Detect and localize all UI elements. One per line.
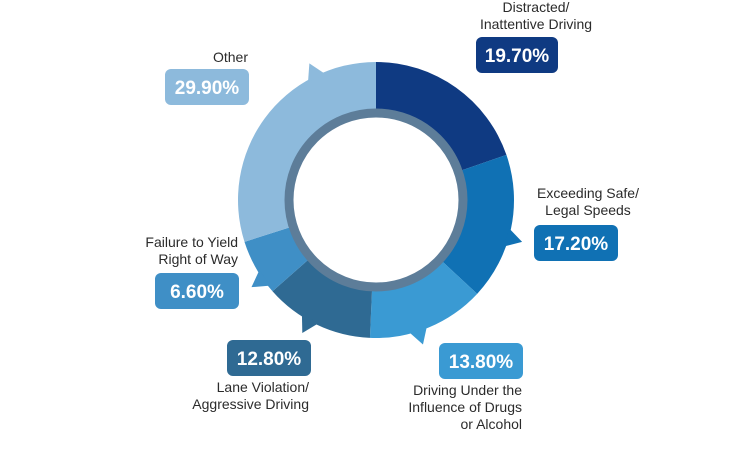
donut-slice-3 xyxy=(272,256,373,338)
slice-pointer-1 xyxy=(503,228,523,247)
inner-ring xyxy=(284,108,468,292)
slice-label-0-line-1: Inattentive Driving xyxy=(480,16,592,32)
slice-pointer-5 xyxy=(308,63,326,83)
slice-label-1-line-0: Exceeding Safe/ xyxy=(537,185,639,201)
value-label-4: 6.60% xyxy=(170,282,224,303)
slice-label-2-line-1: Influence of Drugs xyxy=(408,399,522,415)
slice-label-0-line-0: Distracted/ xyxy=(503,0,570,15)
slice-pointer-4 xyxy=(251,270,271,288)
donut-slice-5 xyxy=(237,62,376,242)
donut-slice-1 xyxy=(439,154,514,294)
value-badge-5 xyxy=(165,69,249,105)
value-label-5: 29.90% xyxy=(175,78,240,99)
slice-label-1-line-1: Legal Speeds xyxy=(545,202,631,218)
value-label-1: 17.20% xyxy=(544,234,609,255)
slice-pointer-2 xyxy=(408,326,427,345)
slice-label-2-line-2: or Alcohol xyxy=(461,416,522,432)
slice-label-2-line-0: Driving Under the xyxy=(413,382,522,398)
slice-pointer-3 xyxy=(301,314,319,333)
slice-label-3-line-1: Aggressive Driving xyxy=(192,396,309,412)
slice-label-3-line-0: Lane Violation/ xyxy=(217,379,309,395)
value-badge-3 xyxy=(227,340,311,376)
donut-slice-0 xyxy=(376,62,507,172)
value-badge-4 xyxy=(155,273,239,309)
value-label-2: 13.80% xyxy=(449,352,514,373)
slice-label-4-line-0: Failure to Yield xyxy=(145,234,238,250)
donut-slice-2 xyxy=(369,258,478,338)
value-badge-1 xyxy=(534,225,618,261)
value-badge-2 xyxy=(439,343,523,379)
slice-label-4-line-1: Right of Way xyxy=(158,251,238,267)
slice-label-5-line-0: Other xyxy=(213,49,248,65)
value-label-0: 19.70% xyxy=(485,46,550,67)
value-label-3: 12.80% xyxy=(237,349,302,370)
value-badge-0 xyxy=(476,37,558,73)
donut-hole xyxy=(294,118,458,282)
